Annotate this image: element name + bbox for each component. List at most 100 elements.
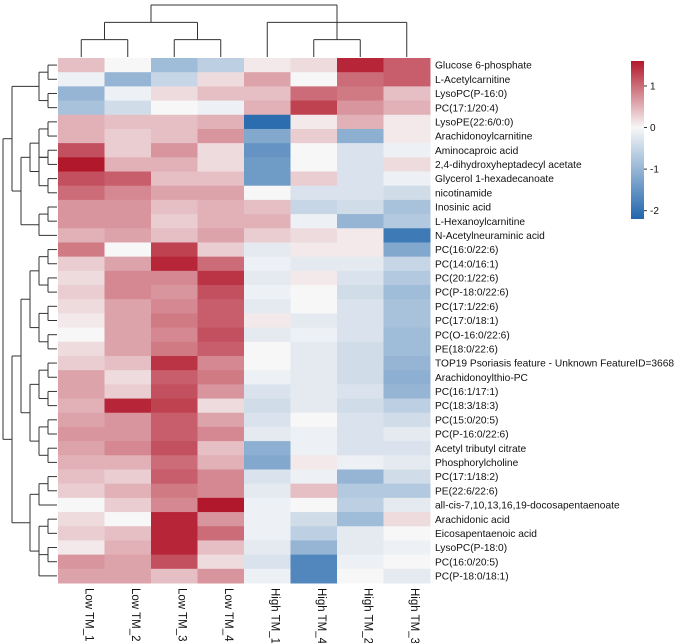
heatmap-cell bbox=[290, 58, 338, 73]
heatmap-cell bbox=[104, 483, 152, 499]
colorbar-gradient bbox=[631, 61, 644, 219]
heatmap-cell bbox=[383, 398, 431, 414]
heatmap-cell bbox=[104, 526, 152, 541]
heatmap-cell bbox=[151, 426, 198, 442]
heatmap-cell bbox=[58, 270, 105, 286]
heatmap-cell bbox=[290, 412, 338, 428]
heatmap-cell bbox=[197, 100, 245, 116]
row-label: L-Acetylcarnitine bbox=[435, 75, 511, 86]
row-label: L-Hexanoylcarnitine bbox=[435, 217, 525, 228]
heatmap-cell bbox=[244, 455, 291, 470]
heatmap-cell bbox=[151, 171, 198, 187]
heatmap-cell bbox=[337, 426, 384, 442]
heatmap-cell bbox=[383, 568, 431, 584]
heatmap-cell bbox=[337, 540, 384, 556]
heatmap-cell bbox=[383, 469, 431, 485]
heatmap-cell bbox=[151, 512, 198, 527]
heatmap-cell bbox=[151, 355, 198, 371]
heatmap-cell bbox=[104, 58, 152, 73]
row-label: Inosinic acid bbox=[435, 203, 491, 214]
colorbar-tick-label: -2 bbox=[650, 206, 659, 217]
heatmap-cell bbox=[383, 128, 431, 144]
heatmap-cell bbox=[337, 384, 384, 400]
heatmap-cell bbox=[104, 313, 152, 329]
heatmap-cell bbox=[337, 58, 384, 73]
heatmap-cell bbox=[244, 185, 291, 201]
heatmap-cell bbox=[104, 256, 152, 272]
heatmap-cell bbox=[151, 256, 198, 272]
heatmap-cell bbox=[104, 214, 152, 229]
heatmap-cell bbox=[197, 469, 245, 485]
heatmap-cell bbox=[290, 299, 338, 314]
heatmap-cell bbox=[337, 341, 384, 357]
heatmap-cell bbox=[244, 313, 291, 329]
heatmap-cell bbox=[151, 455, 198, 470]
heatmap-cell bbox=[244, 128, 291, 144]
heatmap-cell bbox=[337, 228, 384, 243]
heatmap-cell bbox=[290, 86, 338, 102]
heatmap-cell bbox=[197, 72, 245, 87]
row-label: Arachidonoylcarnitine bbox=[435, 132, 533, 143]
heatmap-cell bbox=[290, 228, 338, 243]
heatmap-cell bbox=[151, 497, 198, 513]
heatmap-cell bbox=[337, 568, 384, 584]
heatmap-cell bbox=[383, 370, 431, 385]
heatmap-cell bbox=[104, 185, 152, 201]
heatmap-cell bbox=[151, 157, 198, 173]
heatmap-cell bbox=[104, 128, 152, 144]
heatmap-cell bbox=[244, 299, 291, 314]
heatmap-cell bbox=[151, 540, 198, 556]
heatmap-cell bbox=[290, 497, 338, 513]
heatmap-cell bbox=[104, 157, 152, 173]
heatmap-cell bbox=[383, 242, 431, 258]
heatmap-cell bbox=[197, 143, 245, 158]
heatmap-cell bbox=[337, 483, 384, 499]
heatmap-cell bbox=[383, 228, 431, 243]
heatmap-cell bbox=[197, 114, 245, 130]
heatmap-cell bbox=[58, 157, 105, 173]
heatmap-cell bbox=[383, 299, 431, 314]
heatmap-cell bbox=[337, 526, 384, 541]
heatmap-cell bbox=[337, 412, 384, 428]
heatmap-cell bbox=[197, 455, 245, 470]
heatmap-cell bbox=[290, 341, 338, 357]
heatmap-cell bbox=[197, 441, 245, 456]
heatmap-cell bbox=[151, 185, 198, 201]
heatmap-cell bbox=[383, 426, 431, 442]
heatmap-cell bbox=[58, 128, 105, 144]
heatmap-cell bbox=[58, 497, 105, 513]
row-label: Glycerol 1-hexadecanoate bbox=[435, 174, 554, 185]
heatmap-cell bbox=[290, 100, 338, 116]
row-label: all-cis-7,10,13,16,19-docosapentaenoate bbox=[435, 501, 620, 512]
heatmap-cell bbox=[104, 469, 152, 485]
heatmap-cell bbox=[197, 214, 245, 229]
heatmap-cell bbox=[244, 370, 291, 385]
heatmap-cell bbox=[58, 171, 105, 187]
heatmap-cell bbox=[197, 327, 245, 343]
heatmap-cell bbox=[197, 554, 245, 570]
heatmap-cell bbox=[151, 199, 198, 215]
row-label: PC(18:3/18:3) bbox=[435, 401, 498, 412]
heatmap-cell bbox=[58, 143, 105, 158]
heatmap-cell bbox=[290, 285, 338, 300]
heatmap-cell bbox=[290, 483, 338, 499]
heatmap-cell bbox=[58, 554, 105, 570]
row-label: PC(14:0/16:1) bbox=[435, 259, 498, 270]
heatmap-cell bbox=[58, 72, 105, 87]
heatmap-cell bbox=[58, 526, 105, 541]
heatmap-cell bbox=[383, 497, 431, 513]
heatmap-cell bbox=[337, 86, 384, 102]
heatmap-cell bbox=[290, 114, 338, 130]
column-dendrogram bbox=[80, 4, 408, 57]
heatmap-cell bbox=[337, 313, 384, 329]
heatmap-cell bbox=[104, 370, 152, 385]
heatmap-cell bbox=[197, 355, 245, 371]
heatmap-cell bbox=[383, 483, 431, 499]
heatmap-cell bbox=[383, 540, 431, 556]
heatmap-cell bbox=[151, 143, 198, 158]
heatmap-cell bbox=[58, 256, 105, 272]
heatmap-cell bbox=[290, 214, 338, 229]
row-label: Glucose 6-phosphate bbox=[435, 61, 532, 72]
heatmap-cell bbox=[290, 540, 338, 556]
heatmap-cell bbox=[337, 554, 384, 570]
